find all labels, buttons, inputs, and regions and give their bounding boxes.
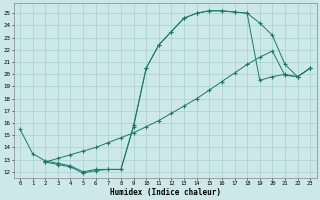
X-axis label: Humidex (Indice chaleur): Humidex (Indice chaleur) [109, 188, 220, 197]
